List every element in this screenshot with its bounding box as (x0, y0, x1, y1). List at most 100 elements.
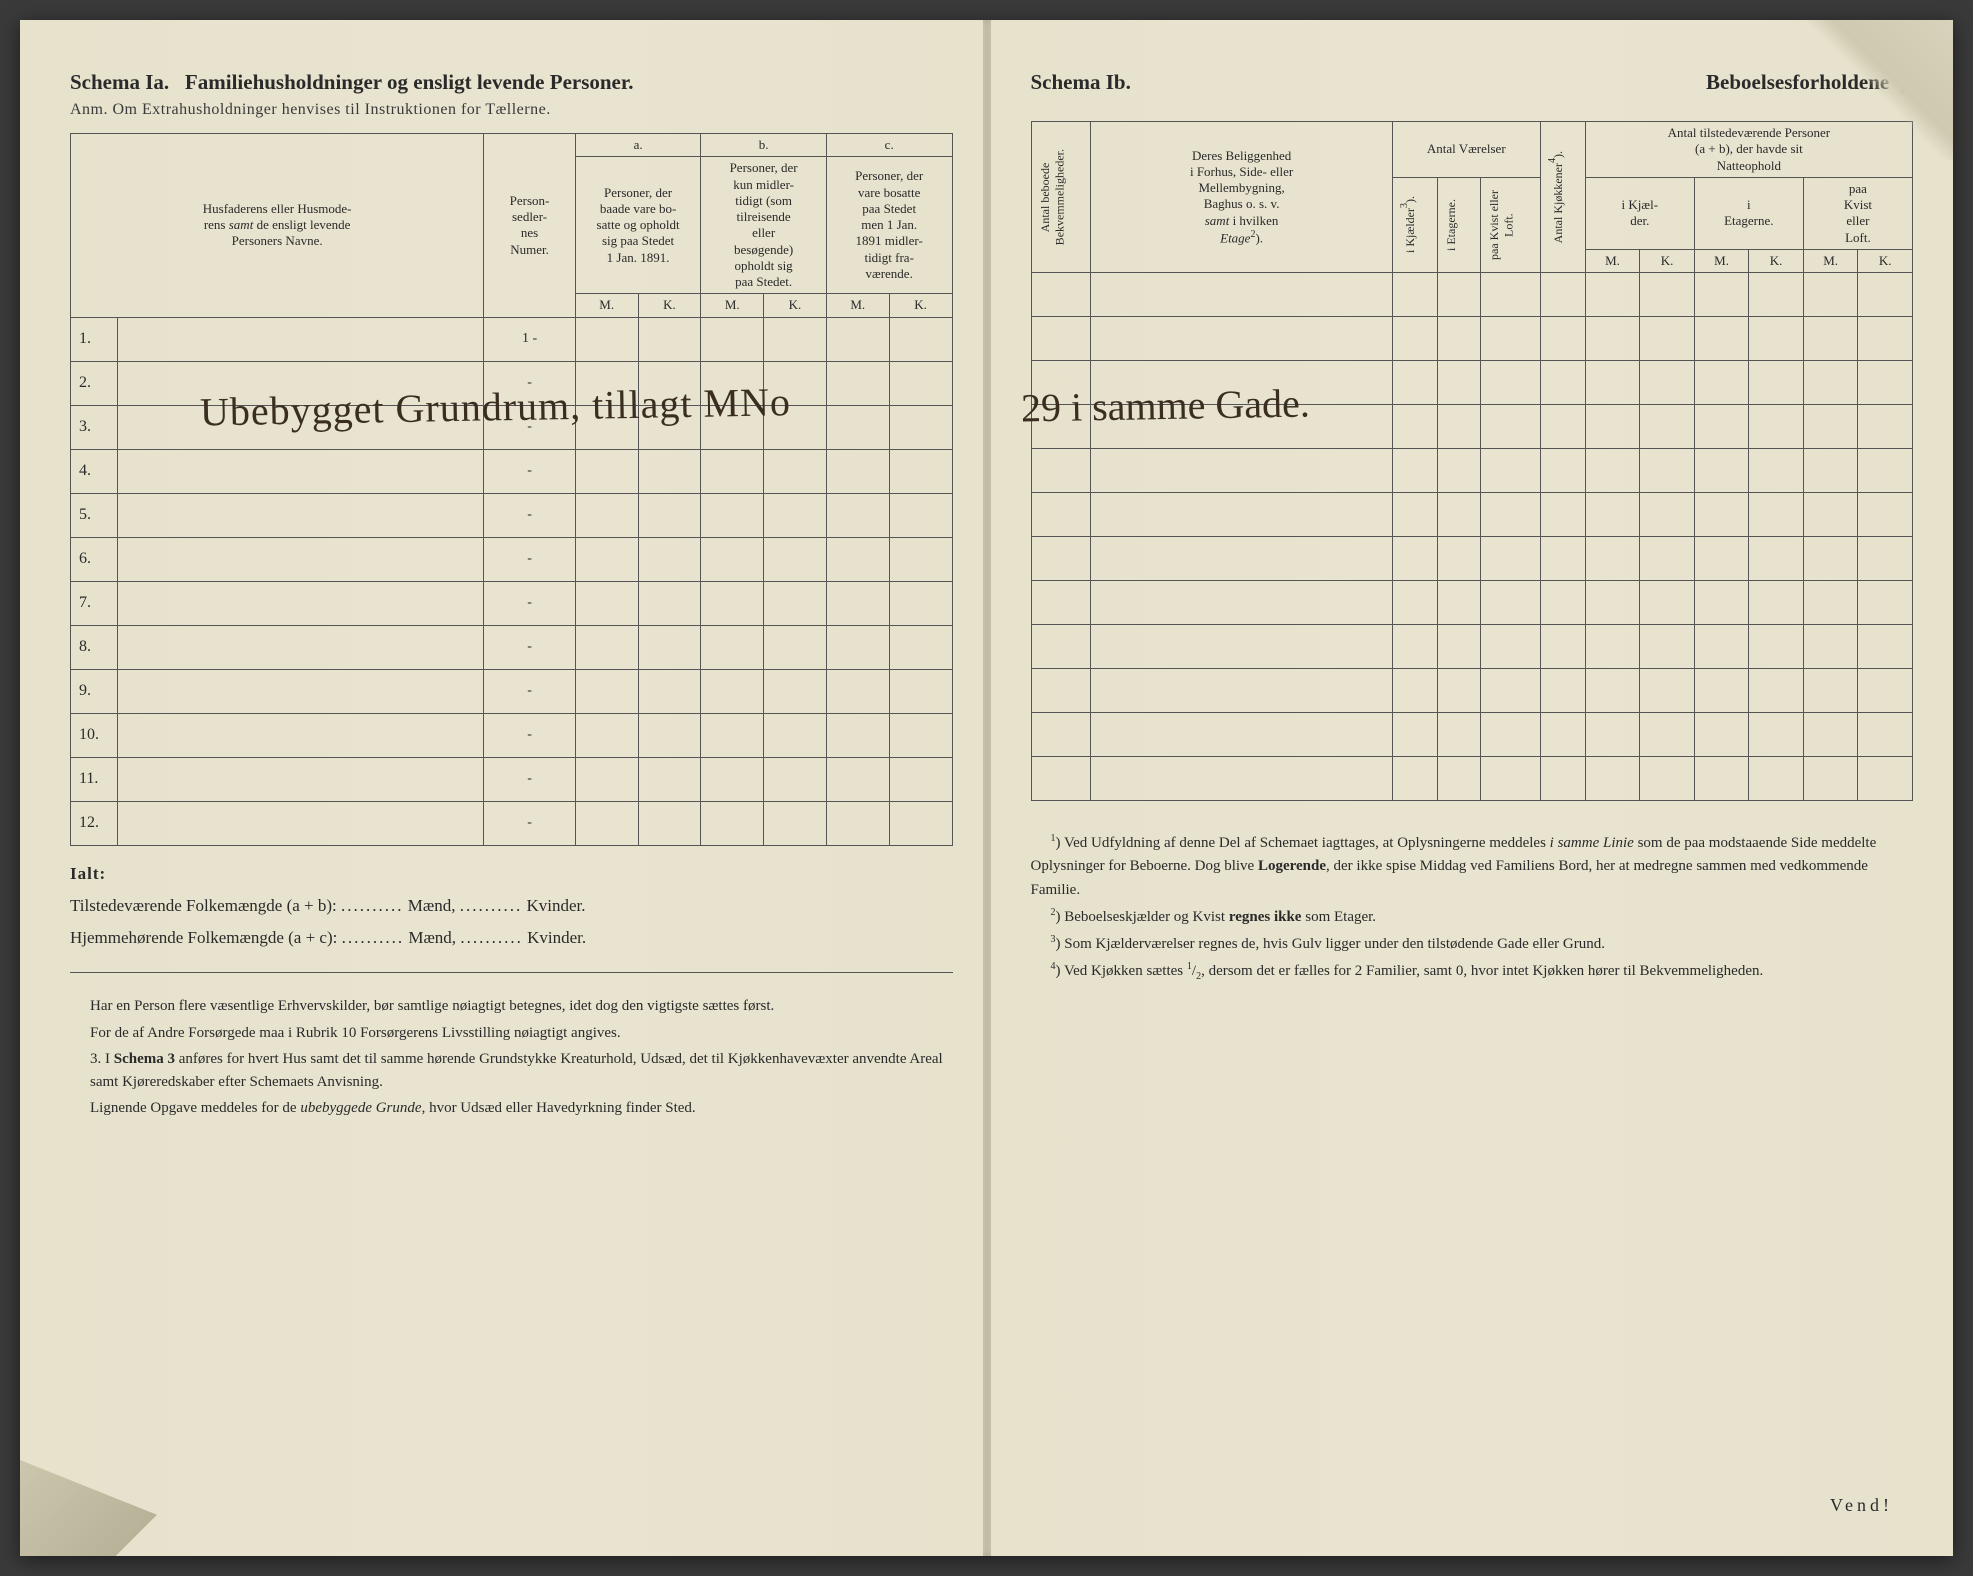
cell (1640, 449, 1695, 493)
name-cell (118, 361, 484, 405)
cell (1540, 317, 1585, 361)
cell (1480, 757, 1540, 801)
name-cell (118, 317, 484, 361)
cell (1803, 361, 1858, 405)
person-cell: - (484, 493, 576, 537)
cell (826, 801, 889, 845)
person-cell: - (484, 757, 576, 801)
col-a-m: M. (575, 294, 638, 317)
cell (1858, 669, 1913, 713)
cell (575, 361, 638, 405)
footnotes: 1) Ved Udfyldning af denne Del af Schema… (1031, 831, 1914, 985)
cell (638, 493, 701, 537)
col-vaer-etagerne: i Etagerne. (1437, 177, 1480, 272)
table-row (1031, 493, 1913, 537)
cell (1694, 361, 1749, 405)
cell (1437, 713, 1480, 757)
cell (1640, 317, 1695, 361)
col-b-m: M. (701, 294, 764, 317)
cell (701, 493, 764, 537)
cell (764, 669, 827, 713)
cell (1585, 581, 1640, 625)
cell (1437, 449, 1480, 493)
table-row: 5.- (71, 493, 953, 537)
cell (1640, 625, 1695, 669)
bottom-p4: Lignende Opgave meddeles for de ubebygge… (70, 1097, 953, 1120)
bottom-p2: For de af Andre Forsørgede maa i Rubrik … (70, 1022, 953, 1045)
name-cell (118, 493, 484, 537)
kvinder-label: Kvinder. (526, 896, 585, 915)
cell (1392, 581, 1437, 625)
table-row: 6.- (71, 537, 953, 581)
tilstede-label: Tilstedeværende Folkemængde (a + b): (70, 896, 337, 915)
cell (1694, 317, 1749, 361)
table-row (1031, 669, 1913, 713)
cell (1585, 317, 1640, 361)
schema-1b-label: Schema Ib. (1031, 70, 1131, 95)
corner-fold-bl (20, 1436, 260, 1556)
cell (701, 317, 764, 361)
cell (826, 581, 889, 625)
census-document: Schema Ia. Familiehusholdninger og ensli… (20, 20, 1953, 1556)
cell (701, 801, 764, 845)
table-row (1031, 449, 1913, 493)
cell (1694, 537, 1749, 581)
person-cell: - (484, 625, 576, 669)
group-a-label: a. (575, 134, 701, 157)
col-kj-k: K. (1640, 249, 1695, 272)
cell (1031, 581, 1091, 625)
cell (889, 581, 952, 625)
cell (826, 757, 889, 801)
cell (1540, 757, 1585, 801)
cell (1749, 581, 1804, 625)
cell (1749, 713, 1804, 757)
hjemme-label: Hjemmehørende Folkemængde (a + c): (70, 928, 337, 947)
cell (1437, 361, 1480, 405)
cell (1392, 273, 1437, 317)
cell (764, 449, 827, 493)
cell (1091, 625, 1392, 669)
cell (1858, 757, 1913, 801)
rownum-cell: 9. (71, 669, 118, 713)
name-cell (118, 405, 484, 449)
dots: .......... (460, 928, 523, 947)
col-kj-m: M. (1585, 249, 1640, 272)
cell (1392, 449, 1437, 493)
col-c-m: M. (826, 294, 889, 317)
cell (1749, 625, 1804, 669)
cell (889, 713, 952, 757)
cell (701, 449, 764, 493)
dots: .......... (342, 928, 405, 947)
rownum-cell: 2. (71, 361, 118, 405)
cell (1640, 713, 1695, 757)
cell (1480, 581, 1540, 625)
bottom-3-num: 3. (90, 1051, 101, 1067)
cell (764, 361, 827, 405)
col-et-k: K. (1749, 249, 1804, 272)
vend-label: Vend! (1830, 1495, 1893, 1516)
table-row (1031, 317, 1913, 361)
table-row: 10.- (71, 713, 953, 757)
cell (575, 405, 638, 449)
cell (826, 537, 889, 581)
cell (1091, 713, 1392, 757)
schema-1a-anm: Anm. Om Extrahusholdninger henvises til … (70, 101, 953, 119)
cell (1858, 405, 1913, 449)
cell (1749, 493, 1804, 537)
group-b-label: b. (701, 134, 827, 157)
cell (1640, 669, 1695, 713)
cell (1437, 317, 1480, 361)
table-1a: Husfaderens eller Husmode-rens samt de e… (70, 133, 953, 846)
cell (1392, 713, 1437, 757)
cell (701, 713, 764, 757)
cell (1803, 757, 1858, 801)
cell (1437, 581, 1480, 625)
rownum-cell: 11. (71, 757, 118, 801)
cell (1031, 361, 1091, 405)
cell (1803, 273, 1858, 317)
cell (1585, 669, 1640, 713)
cell (826, 361, 889, 405)
cell (764, 757, 827, 801)
table-row (1031, 273, 1913, 317)
col-kjokkener-header: Antal Kjøkkener4). (1540, 122, 1585, 273)
